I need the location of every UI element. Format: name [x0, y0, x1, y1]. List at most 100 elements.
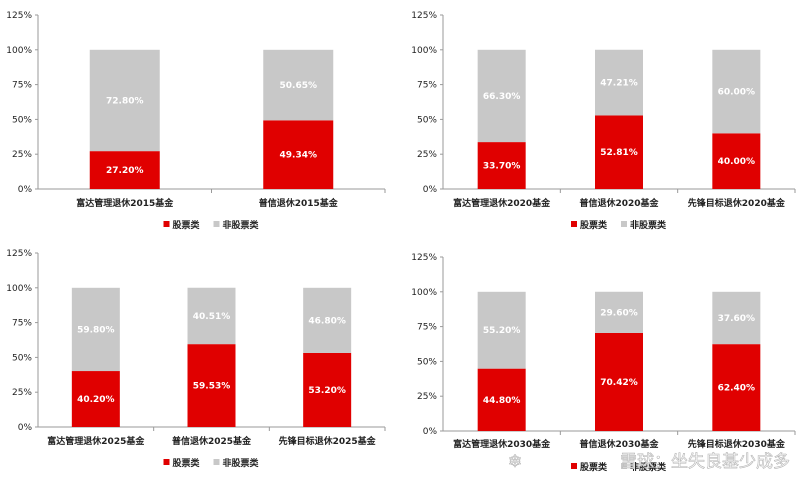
legend-entry: 非股票类	[223, 219, 260, 231]
data-label: 59.80%	[77, 325, 115, 335]
category-label: 普信退休2025基金	[172, 435, 252, 447]
data-label: 72.80%	[106, 96, 144, 106]
bar-non-stock	[89, 49, 160, 152]
category-label: 富达管理退休2030基金	[453, 438, 551, 450]
legend-entry: 股票类	[173, 457, 201, 469]
legend-swatch	[163, 459, 170, 465]
watermark-logo-icon: ❄	[508, 452, 522, 472]
data-label: 44.80%	[483, 396, 521, 406]
chart-grid: 0% 25% 50% 75% 100% 125% 27.20% 72.80% 富达管理退休201…	[6, 11, 796, 473]
data-label: 62.40%	[718, 384, 756, 394]
bar-non-stock	[712, 49, 761, 134]
bar-non-stock	[712, 291, 761, 345]
bar-non-stock	[595, 49, 643, 116]
chart-4: 0% 25% 50% 75% 100% 125% 44.80% 55.20% 富达管理退休203…	[411, 253, 796, 473]
data-label: 46.80%	[308, 316, 346, 326]
data-label: 50.65%	[280, 81, 318, 91]
y-tick-label: 100%	[411, 46, 437, 56]
data-label: 40.20%	[77, 395, 115, 405]
legend-entry: 股票类	[173, 219, 201, 231]
bar-non-stock	[477, 291, 526, 369]
bar-stock	[71, 371, 120, 427]
bar-stock	[89, 151, 160, 189]
y-tick-label: 0%	[18, 185, 33, 195]
y-tick-label: 0%	[18, 423, 33, 433]
category-label: 普信退休2015基金	[259, 197, 339, 209]
category-label: 富达管理退休2015基金	[76, 197, 174, 209]
category-label: 先锋目标退休2025基金	[279, 435, 377, 447]
bar-stock	[712, 133, 761, 189]
bar-non-stock	[71, 287, 120, 372]
bar-non-stock	[595, 291, 643, 333]
y-tick-label: 25%	[417, 392, 437, 402]
legend-swatch	[621, 221, 627, 227]
y-tick-label: 75%	[417, 81, 437, 91]
data-label: 40.51%	[193, 312, 231, 322]
legend-entry: 股票类	[580, 219, 608, 231]
y-tick-label: 100%	[6, 46, 32, 56]
chart-2: 0% 25% 50% 75% 100% 125% 33.70% 66.30% 富达管理退休202…	[411, 11, 796, 231]
y-tick-label: 50%	[417, 357, 437, 367]
y-tick-label: 50%	[417, 115, 437, 125]
data-label: 27.20%	[106, 166, 144, 176]
watermark-text: 雪球：坐失良基少成多	[620, 452, 790, 472]
y-tick-label: 0%	[423, 427, 438, 437]
data-label: 29.60%	[600, 308, 638, 318]
legend-swatch	[621, 463, 627, 469]
category-label: 普信退休2030基金	[579, 438, 659, 450]
y-tick-label: 50%	[12, 353, 32, 363]
bar-non-stock	[263, 49, 334, 121]
y-tick-label: 125%	[411, 253, 437, 263]
y-tick-label: 125%	[6, 11, 32, 21]
legend-swatch	[163, 221, 170, 227]
data-label: 37.60%	[718, 314, 756, 324]
data-label: 70.42%	[600, 378, 638, 388]
legend-swatch	[213, 459, 220, 465]
bar-stock	[477, 142, 526, 189]
bar-stock	[263, 120, 334, 189]
legend-entry: 非股票类	[630, 219, 667, 231]
legend-entry: 非股票类	[630, 461, 667, 473]
category-label: 富达管理退休2025基金	[47, 435, 145, 447]
bar-stock	[595, 115, 643, 189]
y-tick-label: 125%	[6, 249, 32, 259]
category-label: 先锋目标退休2030基金	[688, 438, 786, 450]
y-tick-label: 0%	[423, 185, 438, 195]
bar-non-stock	[187, 287, 236, 345]
y-tick-label: 75%	[12, 319, 32, 329]
chart-1: 0% 25% 50% 75% 100% 125% 27.20% 72.80% 富达管理退休201…	[6, 11, 386, 231]
legend-entry: 股票类	[580, 461, 608, 473]
bar-stock	[187, 344, 236, 427]
legend-entry: 非股票类	[223, 457, 260, 469]
bar-stock	[712, 344, 761, 431]
y-tick-label: 50%	[12, 115, 32, 125]
data-label: 66.30%	[483, 92, 521, 102]
legend-swatch	[213, 221, 220, 227]
y-tick-label: 25%	[12, 150, 32, 160]
data-label: 59.53%	[193, 382, 231, 392]
bar-stock	[595, 332, 643, 431]
data-label: 53.20%	[308, 386, 346, 396]
data-label: 47.21%	[600, 79, 638, 89]
bar-non-stock	[477, 49, 526, 143]
y-tick-label: 125%	[411, 11, 437, 21]
y-tick-label: 75%	[12, 81, 32, 91]
category-label: 先锋目标退休2020基金	[688, 197, 786, 209]
data-label: 60.00%	[718, 88, 756, 98]
data-label: 55.20%	[483, 326, 521, 336]
category-label: 普信退休2020基金	[579, 197, 659, 209]
data-label: 33.70%	[483, 162, 521, 172]
bar-stock	[477, 368, 526, 431]
category-label: 富达管理退休2020基金	[453, 197, 551, 209]
y-tick-label: 100%	[411, 288, 437, 298]
data-label: 49.34%	[280, 151, 318, 161]
data-label: 40.00%	[718, 157, 756, 167]
chart-3: 0% 25% 50% 75% 100% 125% 40.20% 59.80% 富达管理退休202…	[6, 249, 386, 469]
y-tick-label: 25%	[417, 150, 437, 160]
legend-swatch	[571, 463, 577, 469]
data-label: 52.81%	[600, 148, 638, 158]
y-tick-label: 25%	[12, 388, 32, 398]
y-tick-label: 100%	[6, 284, 32, 294]
legend-swatch	[571, 221, 577, 227]
